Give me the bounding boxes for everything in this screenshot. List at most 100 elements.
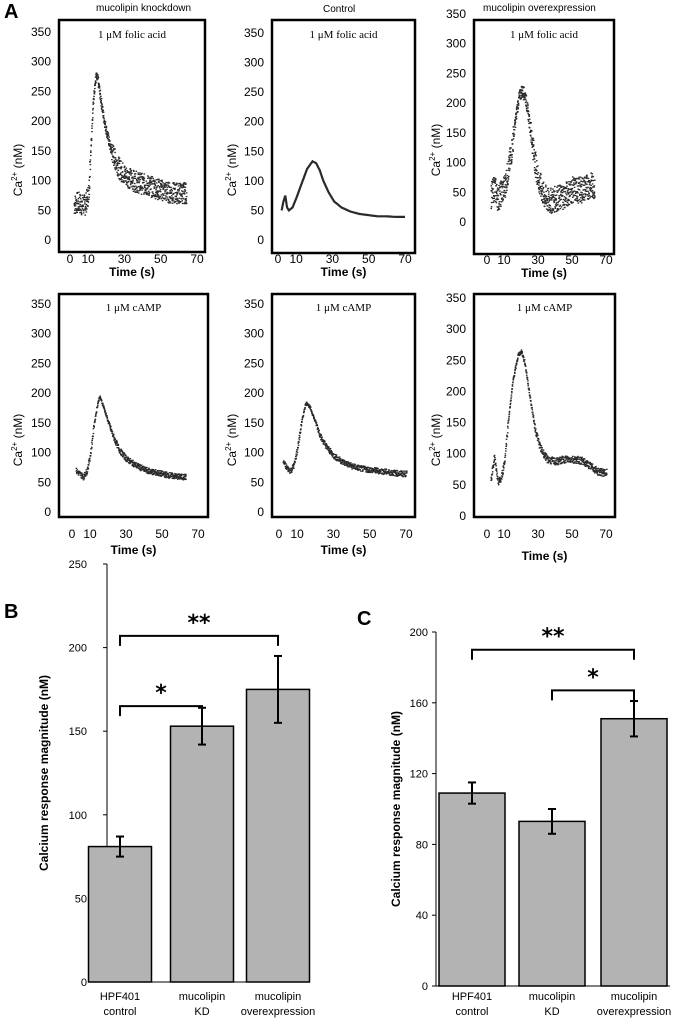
trace-point [571, 187, 574, 190]
trace-point [554, 464, 557, 466]
trace-point [129, 462, 131, 464]
trace-point [178, 188, 181, 190]
trace-point [178, 476, 180, 478]
trace-point [533, 167, 536, 169]
trace-point [502, 200, 504, 202]
trace-point [184, 186, 187, 188]
trace-point [550, 194, 552, 197]
trace-point [161, 186, 163, 188]
trace-point [163, 194, 165, 196]
trace-point [537, 187, 540, 189]
trace-point [99, 396, 101, 398]
trace-point [147, 472, 150, 474]
trace-point [566, 201, 569, 204]
trace-point [118, 157, 121, 159]
trace-point [335, 455, 337, 457]
trace-point [173, 182, 175, 184]
trace-point [535, 181, 538, 183]
trace-point [180, 198, 183, 200]
trace-point [85, 474, 87, 476]
trace-point [113, 160, 116, 162]
category-label: KD [544, 1006, 559, 1018]
trace-point [81, 475, 84, 477]
trace-point [517, 357, 519, 359]
trace-point [113, 163, 116, 165]
trace-point [528, 114, 531, 116]
trace-point [520, 349, 523, 351]
trace-point [167, 182, 169, 184]
trace-point [302, 415, 305, 417]
trace-point [576, 185, 579, 187]
trace-point [557, 204, 559, 206]
trace-point [547, 197, 549, 200]
trace-point [177, 478, 179, 480]
trace-point [131, 182, 134, 184]
trace-point [382, 469, 384, 472]
calcium-trace [73, 72, 188, 216]
trace-point [107, 139, 110, 141]
trace-point [528, 392, 531, 394]
trace-point [388, 469, 390, 471]
trace-point [157, 190, 159, 192]
trace-point [586, 194, 589, 196]
trace-point [549, 211, 551, 213]
trace-point [514, 119, 516, 121]
trace-point [401, 471, 403, 473]
trace-point [163, 473, 166, 475]
trace-point [585, 193, 587, 195]
trace-point [508, 156, 510, 158]
trace-point [497, 479, 499, 481]
trace-point [515, 118, 518, 120]
trace-point [507, 422, 509, 424]
trace-point [100, 102, 103, 104]
trace-point [175, 201, 177, 203]
trace-point [551, 212, 553, 214]
y-tick-label: 200 [31, 114, 51, 128]
trace-point [116, 164, 119, 166]
trace-point [179, 476, 182, 478]
trace-point [173, 192, 175, 195]
y-tick-label: 50 [251, 203, 265, 217]
trace-point [100, 99, 102, 102]
trace-point [524, 101, 527, 104]
trace-point [504, 453, 507, 455]
trace-point [111, 146, 114, 148]
trace-point [595, 465, 597, 468]
trace-point [512, 381, 514, 383]
trace-point [559, 184, 561, 186]
trace-point [296, 449, 299, 451]
trace-point [130, 170, 132, 172]
trace-point [552, 190, 555, 192]
trace-point [118, 448, 120, 450]
y-tick-label: 300 [31, 327, 51, 341]
trace-point [522, 95, 524, 97]
trace-point [517, 102, 520, 105]
trace-point [582, 459, 584, 461]
trace-point [564, 200, 567, 203]
trace-point [507, 177, 509, 179]
trace-point [167, 192, 169, 194]
trace-point [557, 190, 559, 192]
trace-point [565, 187, 568, 189]
trace-point [592, 196, 594, 198]
trace-point [315, 421, 317, 423]
trace-point [511, 154, 513, 156]
trace-point [512, 379, 515, 381]
trace-point [360, 470, 362, 472]
trace-point [495, 465, 497, 467]
error-bar [468, 781, 476, 805]
trace-point [560, 456, 563, 459]
trace-point [538, 182, 541, 184]
y-tick-label: 50 [38, 203, 52, 217]
trace-point [533, 139, 535, 141]
trace-point [148, 193, 150, 195]
trace-point [510, 160, 513, 162]
trace-point [117, 169, 120, 171]
trace-point [81, 201, 83, 203]
trace-point [165, 190, 167, 192]
trace-point [133, 182, 136, 185]
trace-point [599, 471, 601, 474]
trace-point [337, 456, 340, 458]
trace-point [105, 128, 107, 130]
y-tick-label: 200 [446, 96, 466, 110]
